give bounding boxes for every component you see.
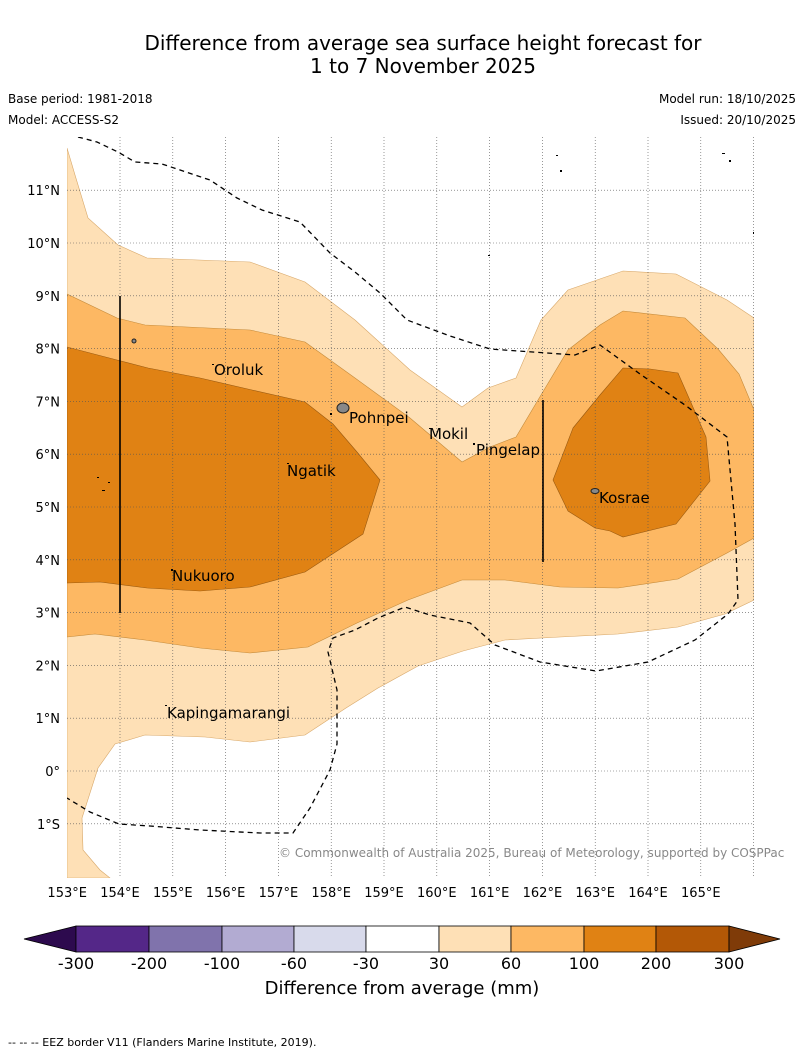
colorbar-segment bbox=[510, 925, 585, 953]
place-kosrae: Kosrae bbox=[599, 489, 650, 507]
place-pohnpei: Pohnpei bbox=[349, 409, 409, 427]
colorbar-segment bbox=[655, 925, 730, 953]
copyright-notice: © Commonwealth of Australia 2025, Bureau… bbox=[279, 846, 785, 860]
colorbar-extend-low bbox=[23, 925, 77, 953]
colorbar-tick: 60 bbox=[501, 954, 521, 973]
lat-label: 5°N bbox=[36, 501, 61, 516]
lon-label: 165°E bbox=[681, 886, 721, 901]
lat-label: 1°S bbox=[37, 818, 60, 833]
place-oroluk: Oroluk bbox=[214, 361, 263, 379]
model-run: Model run: 18/10/2025 bbox=[658, 92, 796, 106]
lat-label: 2°N bbox=[36, 659, 61, 674]
lat-label: 6°N bbox=[36, 448, 61, 463]
lon-label: 160°E bbox=[417, 886, 457, 901]
colorbar-extend-high bbox=[728, 925, 781, 953]
contour-band-100-200-east bbox=[552, 367, 711, 538]
issued-date: Issued: 20/10/2025 bbox=[680, 113, 796, 127]
colorbar-segment bbox=[293, 925, 367, 953]
lat-label: 0° bbox=[45, 765, 60, 780]
chart-title: Difference from average sea surface heig… bbox=[0, 32, 804, 78]
colorbar-tick: -30 bbox=[353, 954, 379, 973]
place-ngatik: Ngatik bbox=[287, 462, 336, 480]
lat-label: 8°N bbox=[36, 343, 61, 358]
contour-fields bbox=[67, 147, 754, 878]
longitude-labels: 153°E 154°E 155°E 156°E 157°E 158°E 159°E 160°E… bbox=[47, 886, 720, 901]
islands bbox=[131, 338, 600, 494]
colorbar-segment bbox=[438, 925, 512, 953]
lon-label: 163°E bbox=[575, 886, 615, 901]
map-gridlines bbox=[67, 137, 754, 878]
contour-band-100-200-west bbox=[67, 346, 381, 592]
colorbar-tick: -60 bbox=[281, 954, 307, 973]
lon-label: 156°E bbox=[206, 886, 246, 901]
colorbar-tick: 30 bbox=[429, 954, 449, 973]
colorbar-label: Difference from average (mm) bbox=[264, 978, 540, 999]
colorbar-segment bbox=[221, 925, 295, 953]
title-line-2: 1 to 7 November 2025 bbox=[310, 54, 536, 78]
colorbar-tick: 200 bbox=[641, 954, 672, 973]
lon-label: 154°E bbox=[100, 886, 140, 901]
lon-label: 155°E bbox=[153, 886, 193, 901]
lon-label: 162°E bbox=[523, 886, 563, 901]
lat-label: 7°N bbox=[36, 395, 61, 410]
island-pohnpei bbox=[336, 402, 350, 414]
colorbar: -300 -200 -100 -60 -30 30 60 100 200 300 bbox=[23, 925, 781, 973]
lon-label: 157°E bbox=[259, 886, 299, 901]
lat-label: 11°N bbox=[27, 184, 60, 199]
island-small bbox=[131, 338, 137, 344]
place-labels: Oroluk Pohnpei Mokil Pingelap Ngatik Kos… bbox=[167, 361, 650, 722]
colorbar-tick: -300 bbox=[58, 954, 94, 973]
lon-label: 158°E bbox=[311, 886, 351, 901]
eez-border bbox=[67, 137, 739, 834]
base-period: Base period: 1981-2018 bbox=[8, 92, 153, 106]
lat-label: 10°N bbox=[27, 237, 60, 252]
latitude-labels: 11°N 10°N 9°N 8°N 7°N 6°N 5°N 4°N 3°N 2°N 1°N 0° 1°S bbox=[27, 184, 60, 833]
lat-label: 9°N bbox=[36, 290, 61, 305]
place-kapingamarangi: Kapingamarangi bbox=[167, 704, 290, 722]
colorbar-tick: -200 bbox=[131, 954, 167, 973]
lat-label: 4°N bbox=[36, 554, 61, 569]
colorbar-tick: -100 bbox=[204, 954, 240, 973]
lon-label: 159°E bbox=[364, 886, 404, 901]
title-line-1: Difference from average sea surface heig… bbox=[144, 31, 702, 55]
colorbar-tick: 100 bbox=[569, 954, 600, 973]
lon-label: 164°E bbox=[628, 886, 668, 901]
eez-border-fsm bbox=[67, 137, 739, 834]
place-nukuoro: Nukuoro bbox=[172, 567, 235, 585]
island-kosrae bbox=[590, 488, 600, 494]
model-name: Model: ACCESS-S2 bbox=[8, 113, 120, 127]
eez-legend-note: -- -- -- EEZ border V11 (Flanders Marine… bbox=[8, 1036, 317, 1049]
lon-label: 161°E bbox=[470, 886, 510, 901]
colorbar-segment bbox=[583, 925, 657, 953]
lat-label: 1°N bbox=[36, 712, 61, 727]
lat-label: 3°N bbox=[36, 607, 61, 622]
colorbar-tick: 300 bbox=[714, 954, 745, 973]
colorbar-segment bbox=[365, 925, 440, 953]
colorbar-segment bbox=[148, 925, 223, 953]
lon-label: 153°E bbox=[47, 886, 87, 901]
place-mokil: Mokil bbox=[429, 425, 468, 443]
place-pingelap: Pingelap bbox=[476, 441, 540, 459]
colorbar-segment bbox=[75, 925, 150, 953]
atoll-dots bbox=[97, 153, 754, 706]
